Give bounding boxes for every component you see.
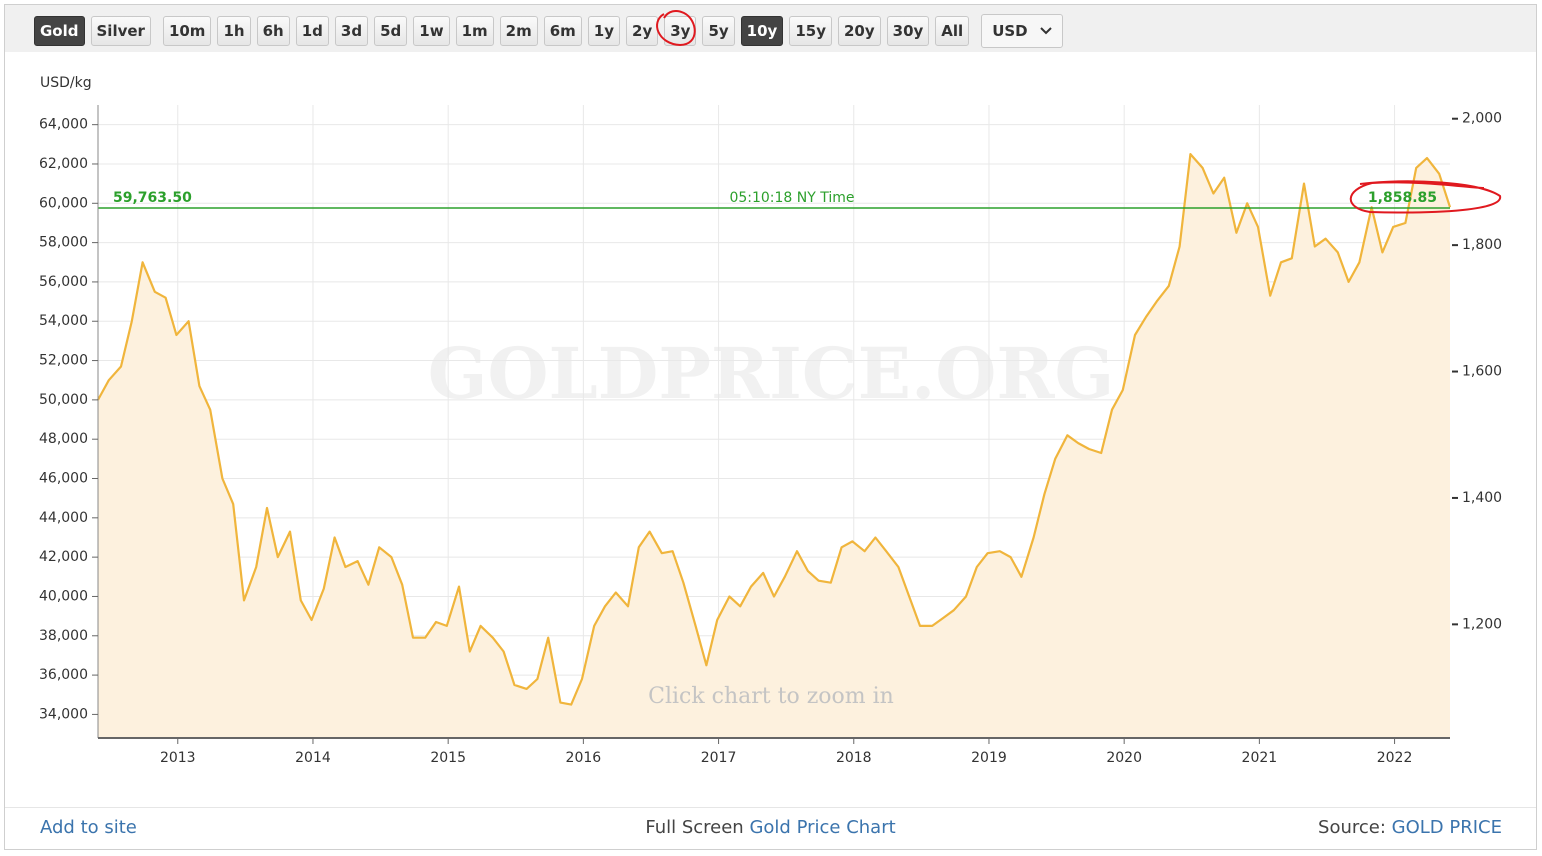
button-group: Gold Silver 10m 1h 6h 1d 3d 5d 1w 1m 2m 6m 1y 2y 3y 5y 1… bbox=[34, 14, 1063, 48]
frame bbox=[4, 4, 1537, 850]
range-button[interactable]: 1m bbox=[455, 16, 494, 46]
y2-tick-label: 1,200 bbox=[1462, 616, 1502, 632]
range-button[interactable]: 30y bbox=[886, 16, 930, 46]
range-button[interactable]: 20y bbox=[837, 16, 881, 46]
x-tick-label: 2021 bbox=[1242, 750, 1278, 766]
y-tick-label: 60,000 bbox=[39, 195, 88, 211]
price-line bbox=[97, 153, 1452, 706]
current-price-label-y2: 1,858.85 bbox=[1368, 190, 1437, 206]
y-tick-label: 42,000 bbox=[39, 549, 88, 565]
y2-tick-label: 1,600 bbox=[1462, 364, 1502, 380]
range-button[interactable]: 2y bbox=[626, 16, 659, 46]
range-button[interactable]: 5d bbox=[374, 16, 408, 46]
range-button[interactable]: 3d bbox=[334, 16, 369, 46]
footer-text: Full Screen bbox=[645, 817, 744, 838]
footer: Add to site Full Screen Gold Price Chart… bbox=[5, 807, 1536, 850]
source-link[interactable]: GOLD PRICE bbox=[1391, 817, 1502, 838]
x-tick-label: 2015 bbox=[430, 750, 466, 766]
currency-label: USD bbox=[992, 22, 1028, 40]
footer-text: Source: bbox=[1318, 817, 1386, 838]
annotation-circle bbox=[1349, 180, 1502, 214]
range-button[interactable]: 1d bbox=[295, 16, 329, 46]
gold-chart-link[interactable]: Gold Price Chart bbox=[749, 817, 896, 838]
y2-tick-label: 1,400 bbox=[1462, 490, 1502, 506]
range-button[interactable]: 6h bbox=[256, 16, 290, 46]
x-tick-label: 2020 bbox=[1106, 750, 1142, 766]
range-button[interactable]: 2m bbox=[499, 16, 538, 46]
area bbox=[98, 154, 1450, 739]
range-button[interactable]: 1w bbox=[413, 16, 450, 46]
x-tick-label: 2017 bbox=[701, 750, 737, 766]
y-tick-label: 48,000 bbox=[39, 431, 88, 447]
y-tick-label: 44,000 bbox=[39, 510, 88, 526]
x-tick-label: 2018 bbox=[836, 750, 872, 766]
x-tick-label: 2016 bbox=[566, 750, 602, 766]
y-tick-label: 46,000 bbox=[39, 471, 88, 487]
y-tick-label: 34,000 bbox=[39, 706, 88, 722]
zoom-hint: Click chart to zoom in bbox=[648, 684, 894, 709]
y-tick-label: 40,000 bbox=[39, 588, 88, 604]
currency-select[interactable]: USD bbox=[981, 14, 1063, 48]
range-button[interactable]: Silver bbox=[90, 16, 151, 46]
x-tick-label: 2013 bbox=[160, 750, 196, 766]
y-tick-label: 58,000 bbox=[39, 235, 88, 251]
x-tick-label: 2014 bbox=[295, 750, 331, 766]
y-tick-label: 50,000 bbox=[39, 392, 88, 408]
range-button[interactable]: 15y bbox=[789, 16, 832, 46]
y2-tick-label: 1,800 bbox=[1462, 237, 1502, 253]
range-button[interactable]: 5y bbox=[702, 16, 735, 46]
range-button[interactable]: 10m bbox=[162, 16, 212, 46]
y-tick-label: 52,000 bbox=[39, 353, 88, 369]
y-tick-label: 36,000 bbox=[39, 667, 88, 683]
range-button[interactable]: All bbox=[935, 16, 970, 46]
annotation-circle bbox=[656, 9, 696, 47]
x-tick-label: 2019 bbox=[971, 750, 1007, 766]
range-button[interactable]: Gold bbox=[34, 16, 85, 46]
watermark: GOLDPRICE.ORG bbox=[428, 332, 1115, 415]
y-tick-label: 54,000 bbox=[39, 313, 88, 329]
x-tick-label: 2022 bbox=[1377, 750, 1413, 766]
current-time-label: 05:10:18 NY Time bbox=[729, 190, 854, 206]
toolbar: Gold Silver 10m 1h 6h 1d 3d 5d 1w 1m 2m 6m 1y 2y 3y 5y 1… bbox=[5, 5, 1536, 52]
range-button[interactable]: 6m bbox=[543, 16, 582, 46]
y-tick-label: 64,000 bbox=[39, 117, 88, 133]
add-to-site-link[interactable]: Add to site bbox=[40, 817, 137, 838]
range-button[interactable]: 1h bbox=[217, 16, 251, 46]
chevron bbox=[1039, 27, 1052, 35]
range-button[interactable]: 10y bbox=[740, 16, 784, 46]
footer-source: Source: GOLD PRICE bbox=[1318, 817, 1502, 838]
plot: 59,763.50 05:10:18 NY Time 1,858.85 34,000 3… bbox=[39, 105, 1502, 766]
y2-tick-label: 2,000 bbox=[1462, 111, 1502, 127]
range-button[interactable]: 1y bbox=[587, 16, 621, 46]
footer-center: Full Screen Gold Price Chart bbox=[5, 817, 1536, 838]
y-tick-label: 56,000 bbox=[39, 274, 88, 290]
y-tick-label: 38,000 bbox=[39, 628, 88, 644]
y-unit-label: USD/kg bbox=[40, 75, 92, 91]
y-tick-label: 62,000 bbox=[39, 156, 88, 172]
current-price-label: 59,763.50 bbox=[113, 190, 192, 206]
